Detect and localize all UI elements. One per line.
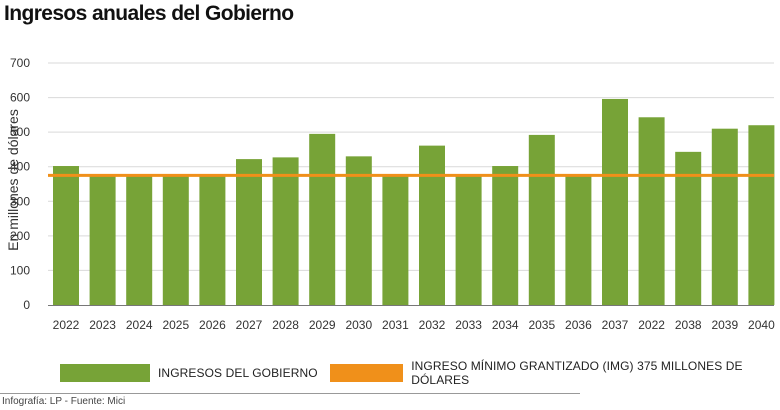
x-tick-label: 2024: [126, 318, 153, 332]
bar: [89, 175, 116, 305]
legend-bar-swatch: [60, 364, 150, 382]
footer-divider: [0, 393, 580, 394]
bar: [272, 157, 299, 305]
bar: [53, 166, 79, 305]
x-tick-label: 2035: [528, 318, 555, 332]
y-tick-label: 700: [10, 56, 30, 70]
x-tick-label: 2037: [602, 318, 629, 332]
x-tick-label: 2036: [565, 318, 592, 332]
bar: [162, 175, 189, 305]
x-tick-label: 2022: [53, 318, 80, 332]
x-tick-label: 2028: [272, 318, 299, 332]
x-tick-label: 2027: [236, 318, 263, 332]
bar: [236, 159, 262, 305]
bar: [126, 175, 153, 305]
chart-title: Ingresos anuales del Gobierno: [4, 2, 294, 25]
bar: [638, 117, 665, 305]
x-tick-label: 2038: [675, 318, 702, 332]
y-tick-label: 100: [10, 263, 30, 277]
bar: [565, 175, 592, 305]
x-tick-label: 2023: [89, 318, 116, 332]
bar: [711, 128, 738, 305]
legend-line-swatch: [330, 364, 404, 382]
bar: [455, 175, 482, 305]
bar: [309, 133, 336, 305]
x-tick-label: 2022: [638, 318, 665, 332]
x-tick-label: 2039: [711, 318, 738, 332]
bar: [419, 145, 445, 305]
bar: [382, 175, 409, 305]
y-axis-title: En millones de dólares: [5, 109, 21, 251]
x-tick-label: 2040: [748, 318, 775, 332]
bar: [528, 134, 555, 305]
y-tick-label: 300: [10, 194, 30, 208]
bar: [199, 175, 226, 305]
x-tick-label: 2032: [419, 318, 446, 332]
y-tick-label: 500: [10, 125, 30, 139]
x-tick-label: 2026: [199, 318, 226, 332]
bar: [748, 125, 775, 305]
legend-bars: INGRESOS DEL GOBIERNO: [60, 362, 318, 384]
bar: [492, 166, 519, 305]
legend-bar-label: INGRESOS DEL GOBIERNO: [158, 366, 318, 380]
x-tick-label: 2029: [309, 318, 336, 332]
x-tick-label: 2025: [162, 318, 189, 332]
x-tick-label: 2033: [455, 318, 482, 332]
bar: [345, 156, 372, 305]
legend-line: INGRESO MÍNIMO GRANTIZADO (IMG) 375 MILL…: [330, 359, 780, 387]
bar: [602, 98, 628, 305]
legend-line-label: INGRESO MÍNIMO GRANTIZADO (IMG) 375 MILL…: [411, 359, 743, 387]
y-tick-label: 600: [10, 91, 30, 105]
y-tick-label: 0: [23, 298, 30, 312]
bar: [675, 151, 702, 305]
x-tick-label: 2034: [492, 318, 519, 332]
source-credit: Infografía: LP - Fuente: Mici: [2, 396, 126, 407]
x-tick-label: 2030: [345, 318, 372, 332]
y-tick-label: 400: [10, 160, 30, 174]
y-tick-label: 200: [10, 229, 30, 243]
x-tick-label: 2031: [382, 318, 409, 332]
